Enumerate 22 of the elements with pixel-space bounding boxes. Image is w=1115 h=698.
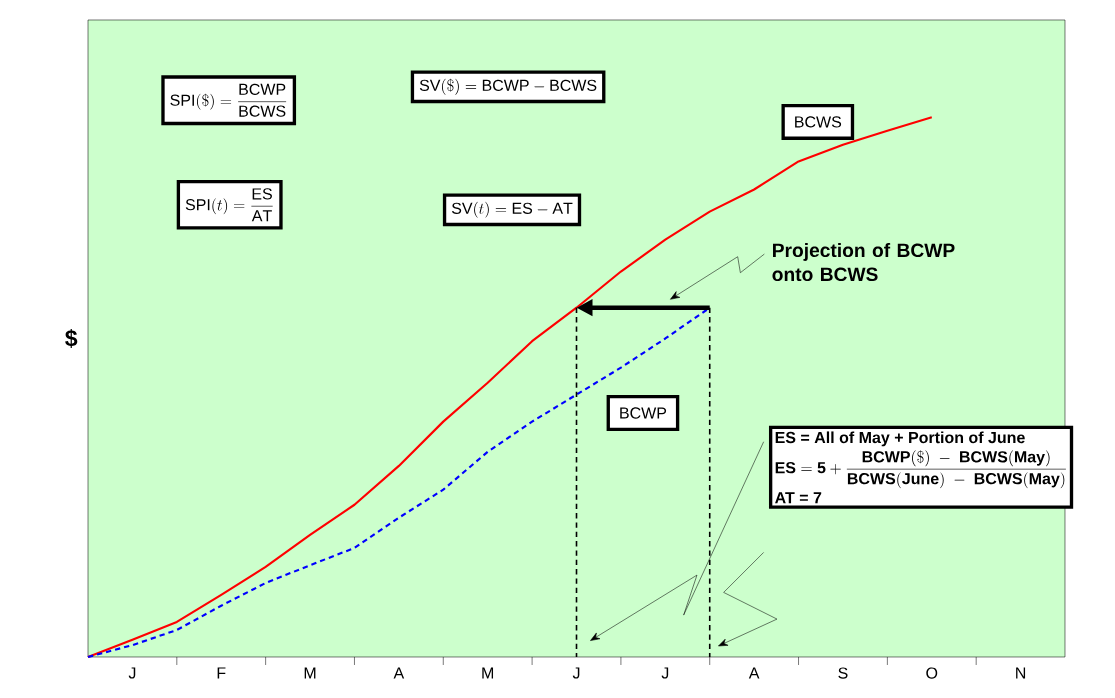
annotation: AT = 7 — [775, 492, 822, 504]
x-tick-label: J — [128, 667, 136, 679]
x-tick-label: F — [217, 667, 226, 679]
text: BCWP — [620, 407, 667, 419]
x-tick-label: M — [304, 667, 316, 679]
annotation: ES = All of May + Portion of June — [775, 431, 1025, 447]
text: $\mathrm{SPI}(\$) = \frac{\mathrm{BCWP}}{\mathrm{BCWS}}$ — [170, 83, 287, 117]
y-axis-title: $ — [65, 329, 78, 348]
annotation: $\mathrm{SV}(t) = \mathrm{ES} - \mathrm{AT}$ — [451, 201, 573, 218]
series-label: BCWS — [795, 116, 842, 128]
x-tick-label: A — [393, 667, 405, 679]
annotation: $\mathbf{ES = 5 + \frac{BCWP(\$)\ -\ BCWS(May)}{BCWS(June)\ -\ BCWS(May)}}$ — [775, 450, 1066, 489]
x-tick-label: J — [661, 667, 669, 679]
x-tick-label: N — [1016, 667, 1026, 679]
annotation: Projection of BCWP onto BCWS — [772, 243, 955, 282]
x-tick-label: O — [926, 667, 938, 679]
x-tick-label: S — [838, 667, 848, 679]
x-tick-label: J — [572, 667, 580, 679]
annotation: $\mathrm{SPI}(t) = \frac{\mathrm{ES}}{\mathrm{AT}}$ — [185, 188, 273, 222]
text: $\mathrm{SV}(\$) = \mathrm{BCWP} - \mathrm{BCWS}$ — [419, 78, 597, 95]
x-tick-label: M — [482, 667, 494, 679]
x-tick-label: A — [748, 667, 760, 679]
